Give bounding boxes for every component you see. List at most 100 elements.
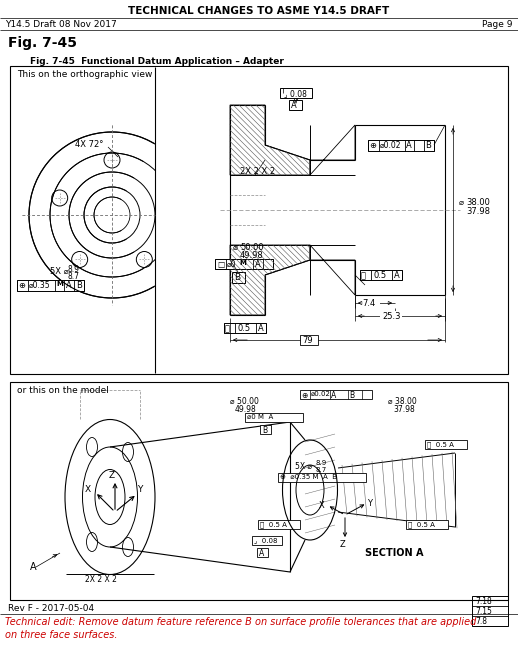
Text: ⌟  0.08: ⌟ 0.08: [254, 537, 278, 543]
Text: □: □: [217, 260, 224, 269]
Text: 0.5: 0.5: [373, 271, 386, 280]
Bar: [360, 270, 402, 280]
Text: Y: Y: [137, 485, 142, 495]
Text: ⌒  0.5 A: ⌒ 0.5 A: [408, 521, 435, 528]
Text: ⌀0.02: ⌀0.02: [380, 141, 401, 150]
Bar: [17, 280, 84, 291]
Text: A: A: [255, 260, 261, 269]
Text: 0.5: 0.5: [237, 324, 250, 333]
Bar: [10, 66, 508, 374]
Text: 37.98: 37.98: [466, 207, 490, 216]
Bar: [280, 88, 312, 98]
Text: ⌒: ⌒: [361, 271, 366, 280]
Bar: [300, 390, 372, 399]
Text: Page 9: Page 9: [482, 20, 513, 29]
Text: A: A: [258, 324, 264, 333]
Text: ⌀0.02: ⌀0.02: [311, 391, 331, 397]
Text: A: A: [259, 549, 264, 558]
Text: X: X: [319, 501, 325, 510]
Text: Z: Z: [109, 471, 115, 481]
Text: ⌟ 0.08: ⌟ 0.08: [284, 89, 307, 98]
Text: 7.4: 7.4: [362, 299, 375, 308]
Text: M: M: [239, 260, 246, 266]
Text: 49.98: 49.98: [240, 251, 264, 260]
Text: Fig. 7-45: Fig. 7-45: [8, 36, 77, 50]
Text: or this on the model: or this on the model: [17, 386, 109, 395]
Text: 7.15: 7.15: [475, 607, 492, 616]
Bar: [300, 335, 318, 345]
Text: 2X 2 X 2: 2X 2 X 2: [240, 167, 275, 176]
Bar: [472, 596, 508, 626]
Text: 50.00: 50.00: [240, 243, 264, 252]
Bar: [289, 100, 302, 110]
Text: A: A: [30, 562, 37, 572]
Bar: [215, 259, 273, 269]
Bar: [258, 520, 300, 529]
Bar: [380, 311, 402, 321]
Text: TECHNICAL CHANGES TO ASME Y14.5 DRAFT: TECHNICAL CHANGES TO ASME Y14.5 DRAFT: [128, 6, 390, 16]
Bar: [278, 473, 366, 482]
Bar: [257, 548, 268, 557]
Bar: [10, 382, 508, 600]
Text: ⌀0 M  A: ⌀0 M A: [247, 414, 274, 420]
Text: 25.3: 25.3: [382, 312, 400, 321]
Bar: [245, 413, 303, 422]
Text: 7.8: 7.8: [475, 617, 487, 626]
Text: A: A: [406, 141, 412, 150]
Bar: [360, 298, 380, 308]
Text: ⌀: ⌀: [233, 243, 238, 252]
Text: 8.7: 8.7: [315, 467, 326, 473]
Text: ⊕: ⊕: [369, 141, 376, 150]
Text: 8.9: 8.9: [315, 460, 326, 466]
Text: 2X 2 X 2: 2X 2 X 2: [85, 575, 117, 584]
Text: ⌀0.35: ⌀0.35: [29, 281, 51, 290]
Text: 8.9: 8.9: [68, 265, 80, 274]
Text: A: A: [66, 281, 72, 290]
Text: ⌀ 38.00: ⌀ 38.00: [388, 397, 417, 406]
Text: This on the orthographic view: This on the orthographic view: [17, 70, 152, 79]
Text: ⊕: ⊕: [301, 391, 307, 400]
Text: M: M: [56, 281, 63, 287]
Text: B: B: [234, 273, 240, 282]
Text: 37.98: 37.98: [393, 405, 415, 414]
Text: on three face surfaces.: on three face surfaces.: [5, 630, 118, 640]
Bar: [425, 440, 467, 449]
Text: ⌒  0.5 A: ⌒ 0.5 A: [260, 521, 287, 528]
Bar: [155, 67, 215, 373]
Bar: [252, 536, 282, 545]
Text: ⌒  0.5 A: ⌒ 0.5 A: [427, 441, 454, 448]
Text: 79: 79: [302, 336, 313, 345]
Text: A: A: [394, 271, 400, 280]
Text: 38.00: 38.00: [466, 198, 490, 207]
Text: B: B: [76, 281, 82, 290]
Text: B: B: [425, 141, 431, 150]
Text: A: A: [331, 391, 336, 400]
Text: B: B: [262, 426, 267, 435]
Bar: [232, 272, 245, 283]
Text: 5X ⌀: 5X ⌀: [50, 267, 68, 276]
Text: SECTION A: SECTION A: [365, 548, 424, 558]
Text: ⊕: ⊕: [18, 281, 25, 290]
Text: 7.18: 7.18: [475, 597, 492, 606]
Text: Technical edit: Remove datum feature reference B on surface profile tolerances t: Technical edit: Remove datum feature ref…: [5, 617, 477, 627]
Text: Y: Y: [367, 499, 372, 508]
Text: ⌀0: ⌀0: [227, 260, 237, 269]
Text: X: X: [85, 485, 91, 495]
Text: ⌒: ⌒: [225, 324, 230, 333]
Text: A: A: [291, 101, 297, 110]
Bar: [224, 323, 266, 333]
Text: Fig. 7-45  Functional Datum Application – Adapter: Fig. 7-45 Functional Datum Application –…: [30, 57, 284, 66]
Text: ⊕  ⌀0.35 M  A  B: ⊕ ⌀0.35 M A B: [280, 474, 337, 480]
Text: 49.98: 49.98: [235, 405, 257, 414]
Text: 4X 72°: 4X 72°: [75, 140, 104, 149]
Text: Y14.5 Draft 08 Nov 2017: Y14.5 Draft 08 Nov 2017: [5, 20, 117, 29]
Text: Z: Z: [340, 540, 346, 549]
Text: ⌀: ⌀: [459, 198, 464, 207]
Text: 5X ⌀: 5X ⌀: [295, 462, 312, 471]
Bar: [260, 425, 271, 434]
Bar: [368, 140, 434, 151]
Text: 8.7: 8.7: [68, 272, 80, 281]
Text: ⌀ 50.00: ⌀ 50.00: [230, 397, 259, 406]
Text: B: B: [349, 391, 354, 400]
Bar: [406, 520, 448, 529]
